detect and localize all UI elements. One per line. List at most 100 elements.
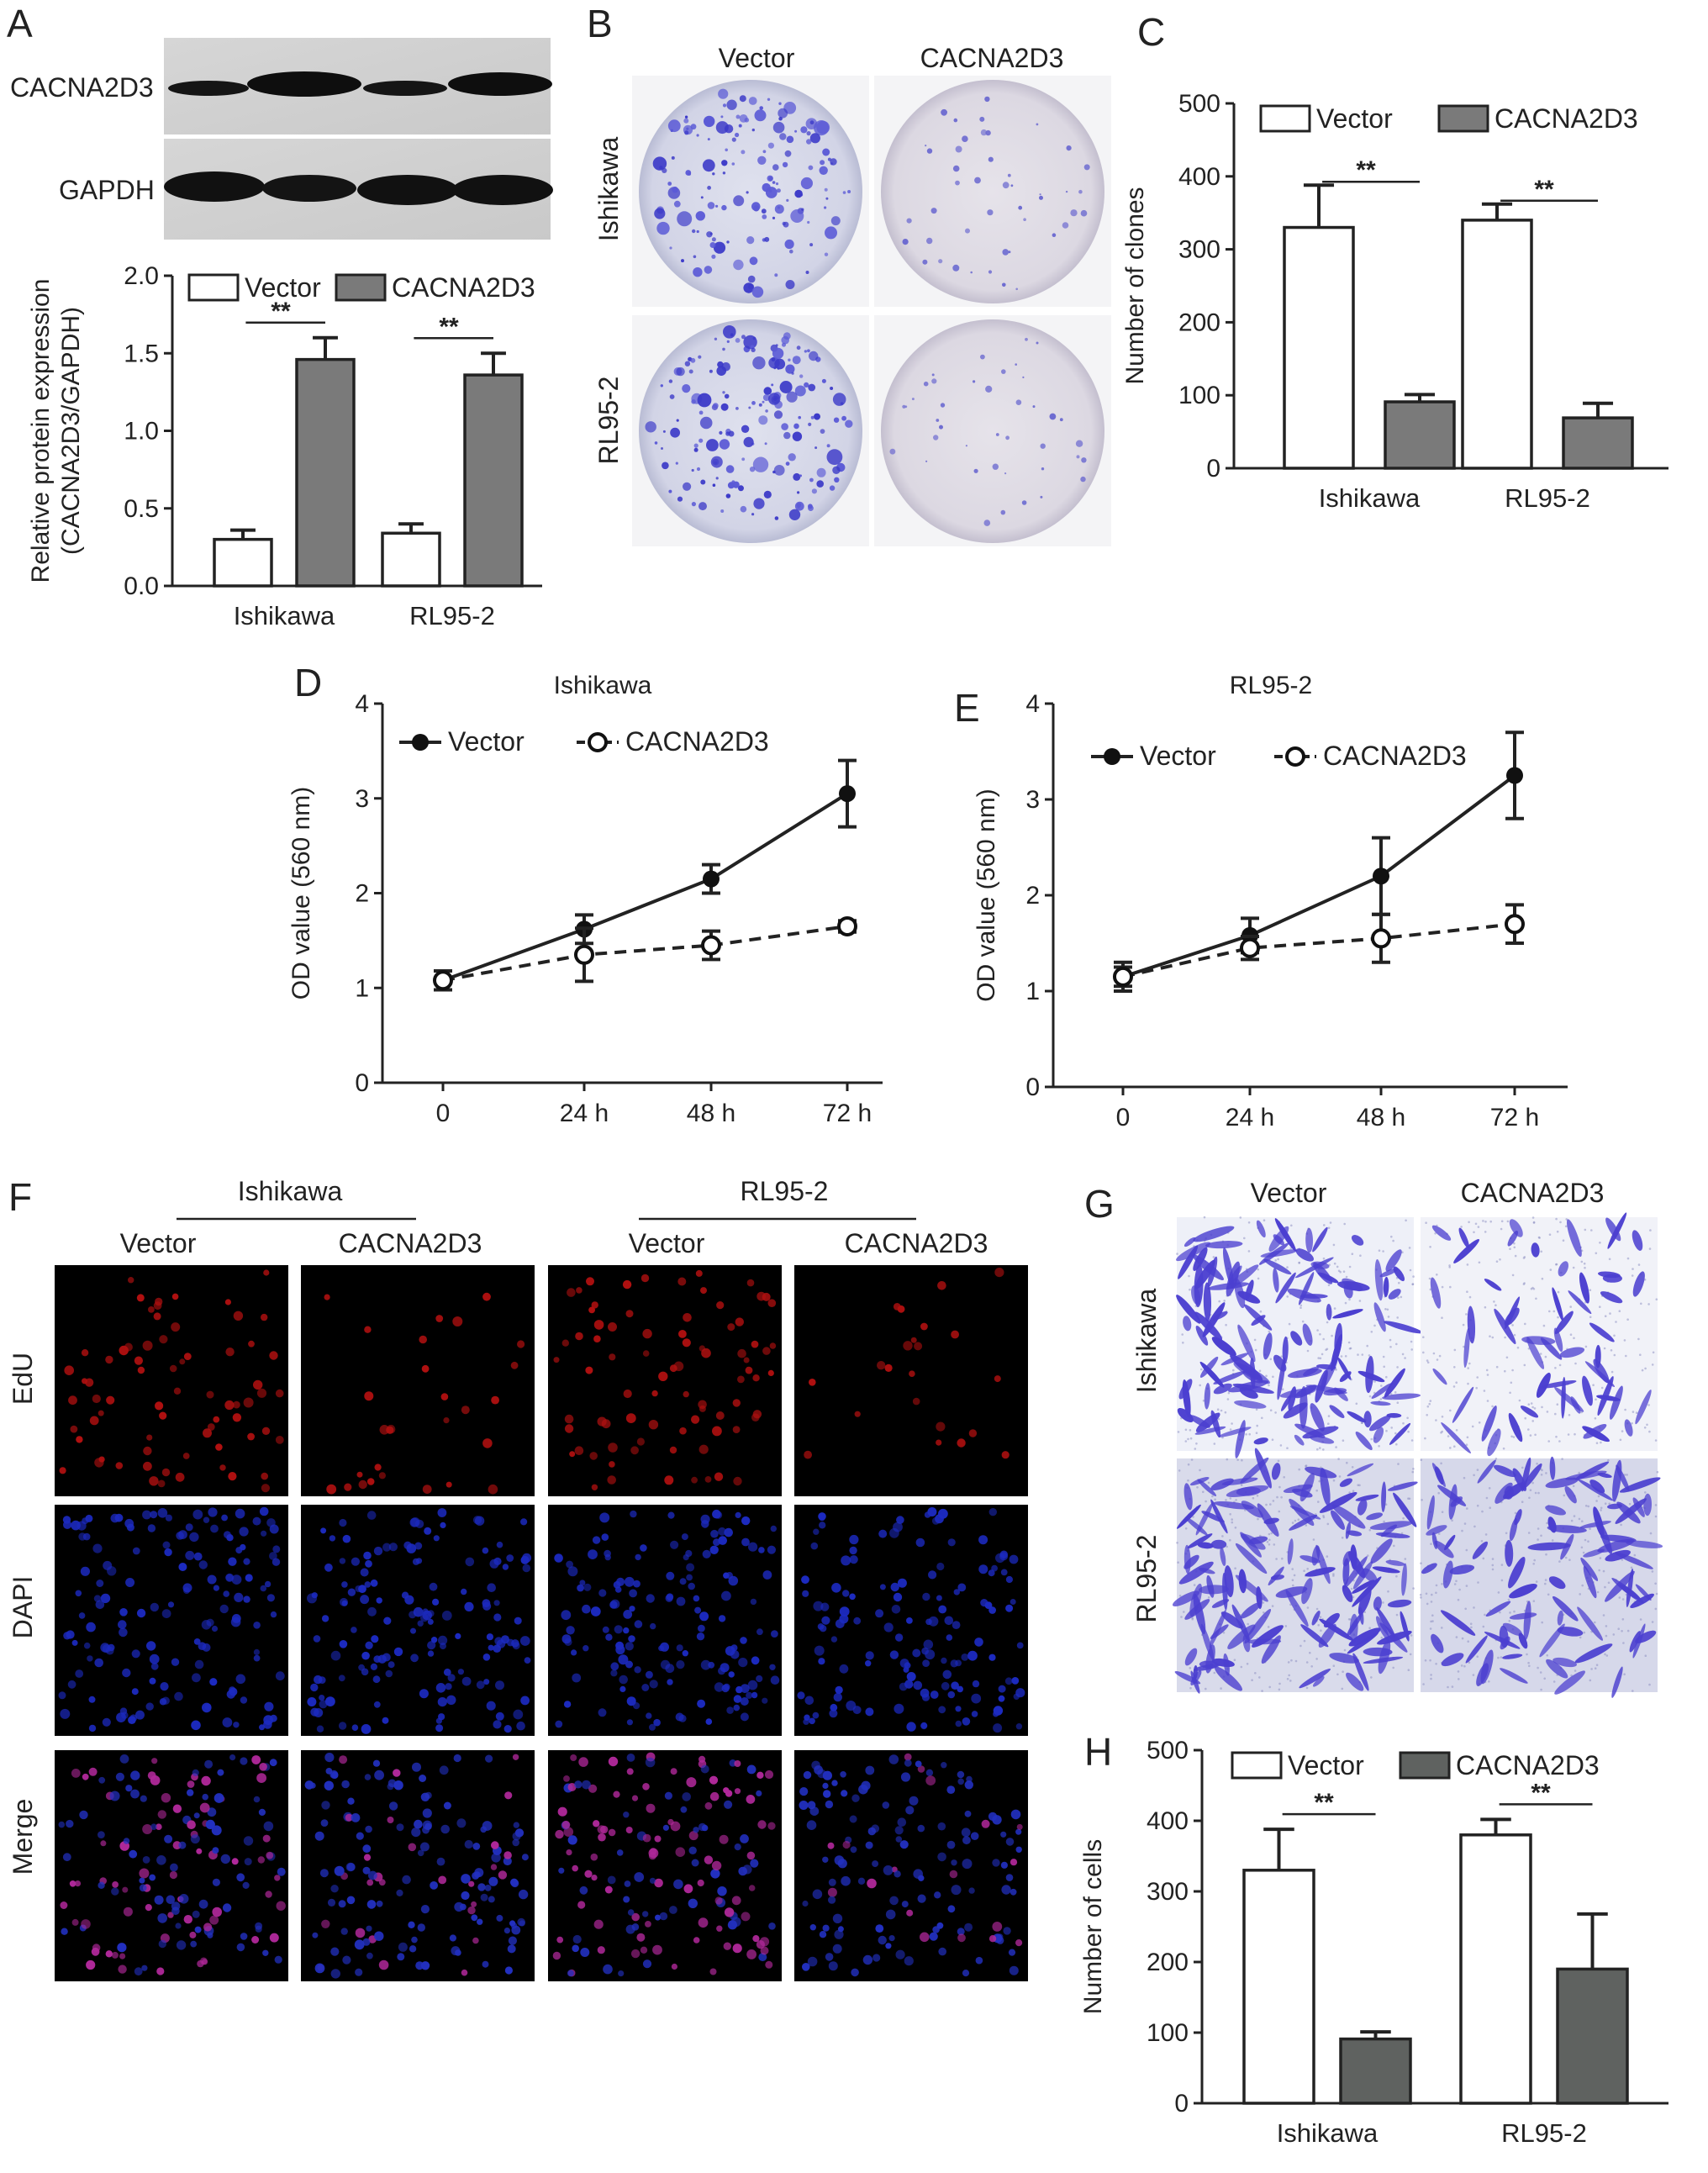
pore-speck	[1513, 1246, 1516, 1249]
cell-nucleus	[584, 1870, 593, 1878]
pore-speck	[1387, 1590, 1389, 1593]
pore-speck	[1441, 1511, 1444, 1513]
migrated-cell	[1602, 1274, 1622, 1283]
cell-nucleus	[558, 1867, 565, 1874]
migrated-cell	[1183, 1316, 1192, 1332]
pore-speck	[1494, 1458, 1498, 1460]
cell-nucleus	[325, 1768, 333, 1775]
cell-nucleus	[490, 1864, 498, 1870]
cell-nucleus	[166, 1895, 176, 1905]
colony-spot	[902, 404, 906, 409]
colony-row-rl952: RL95-2	[593, 377, 624, 465]
cell-nucleus	[719, 1834, 729, 1844]
colony-spot	[676, 367, 685, 377]
migrated-cell	[1357, 1499, 1368, 1516]
colony-spot	[668, 489, 672, 493]
cell-nucleus	[491, 1841, 499, 1849]
colony-spot	[793, 423, 799, 430]
migrated-cell	[1346, 1672, 1364, 1691]
pore-speck	[1470, 1626, 1473, 1629]
colony-spot	[699, 416, 713, 430]
migrated-cell	[1187, 1533, 1213, 1549]
pore-speck	[1239, 1216, 1242, 1219]
pore-speck	[1184, 1440, 1188, 1443]
colony-spot	[906, 218, 912, 224]
cell-nucleus	[112, 1881, 119, 1888]
cell-nucleus	[374, 1931, 384, 1941]
colony-spot	[1080, 476, 1086, 483]
migrated-cell	[1401, 1563, 1407, 1596]
cell-nucleus	[583, 1645, 589, 1652]
cell-nucleus	[814, 1645, 825, 1656]
pore-speck	[1580, 1260, 1584, 1263]
cell-nucleus	[362, 1938, 371, 1946]
pore-speck	[1489, 1335, 1491, 1337]
cell-nucleus	[363, 1551, 372, 1560]
cell-nucleus	[710, 1529, 719, 1538]
colony-spot	[645, 421, 656, 433]
colony-spot	[743, 282, 754, 293]
pore-speck	[1275, 1558, 1278, 1560]
pore-speck	[1649, 1532, 1653, 1535]
y-tick-label: 0.5	[124, 495, 159, 523]
pore-speck	[1178, 1469, 1181, 1472]
pore-speck	[1405, 1219, 1407, 1222]
pore-speck	[1317, 1357, 1320, 1359]
pore-speck	[1513, 1333, 1516, 1337]
cell-nucleus	[461, 1406, 470, 1415]
cell-nucleus	[171, 1293, 179, 1300]
cell-nucleus	[169, 1364, 177, 1373]
pore-speck	[1412, 1587, 1415, 1590]
cell-nucleus	[1010, 1809, 1021, 1820]
colony-spot	[762, 150, 767, 154]
pore-speck	[1184, 1428, 1188, 1432]
cell-nucleus	[974, 1638, 983, 1647]
pore-speck	[1400, 1295, 1403, 1299]
cell-nucleus	[86, 1959, 96, 1970]
cell-nucleus	[992, 1922, 1003, 1932]
cell-nucleus	[901, 1901, 909, 1908]
cell-nucleus	[78, 1532, 87, 1541]
colony-spot	[746, 236, 755, 245]
pore-speck	[1288, 1674, 1290, 1677]
pore-speck	[1284, 1625, 1288, 1627]
cell-nucleus	[435, 1683, 446, 1693]
pore-speck	[1513, 1610, 1516, 1613]
cell-nucleus	[804, 1696, 814, 1706]
pore-speck	[1632, 1411, 1635, 1413]
migrated-cell	[1421, 1563, 1437, 1574]
pore-speck	[1370, 1676, 1373, 1679]
cell-nucleus	[361, 1668, 369, 1676]
colony-spot	[693, 255, 697, 259]
cell-nucleus	[554, 1553, 563, 1563]
cell-nucleus	[723, 1787, 730, 1794]
pore-speck	[1223, 1300, 1226, 1302]
pore-speck	[1226, 1398, 1230, 1400]
cell-nucleus	[693, 1827, 699, 1833]
cell-nucleus	[820, 1625, 827, 1632]
pore-speck	[1382, 1250, 1384, 1253]
colony-spot	[740, 505, 747, 513]
colony-spot	[711, 237, 716, 242]
cell-nucleus	[762, 1347, 771, 1355]
pore-speck	[1478, 1261, 1481, 1264]
colony-spot	[726, 240, 730, 244]
pore-speck	[1565, 1218, 1568, 1221]
pore-speck	[1581, 1520, 1584, 1522]
cell-nucleus	[461, 1891, 470, 1901]
pore-speck	[1435, 1591, 1437, 1595]
colony-spot	[751, 347, 756, 352]
cell-nucleus	[875, 1924, 884, 1933]
cell-nucleus	[135, 1710, 145, 1720]
pore-speck	[1321, 1353, 1324, 1356]
colony-spot	[1078, 189, 1083, 194]
cell-nucleus	[339, 1518, 347, 1527]
cell-nucleus	[957, 1778, 964, 1785]
y-tick-label: 400	[1178, 163, 1220, 191]
cell-nucleus	[430, 1881, 438, 1890]
pore-speck	[1491, 1405, 1494, 1408]
migrated-cell	[1609, 1385, 1623, 1420]
cell-nucleus	[981, 1819, 990, 1828]
cell-nucleus	[155, 1297, 163, 1306]
pore-speck	[1448, 1264, 1451, 1267]
